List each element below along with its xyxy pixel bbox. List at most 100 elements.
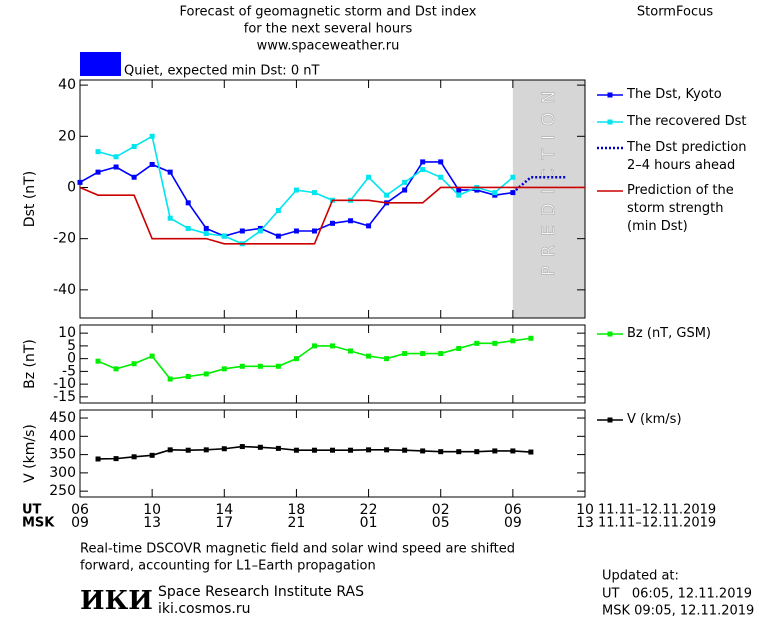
y-tick-label: 10 — [58, 325, 76, 341]
series-marker — [149, 452, 155, 458]
y-tick-label: -40 — [53, 282, 76, 298]
series-marker — [239, 444, 245, 450]
legend-marker — [607, 417, 613, 423]
legend-marker — [607, 119, 613, 125]
series-marker — [420, 167, 426, 173]
series-marker — [420, 159, 426, 165]
status-text: Quiet, expected min Dst: 0 nT — [124, 64, 319, 79]
series-marker — [311, 447, 317, 453]
series-line — [97, 135, 514, 245]
note: Real-time DSCOVR magnetic field and sola… — [80, 542, 515, 557]
series-marker — [221, 366, 227, 372]
series-marker — [167, 169, 173, 175]
y-axis-label: Bz (nT) — [22, 339, 38, 389]
x-tick-label: 10 — [143, 502, 161, 518]
x-tick-label-2: 13 — [576, 515, 594, 531]
series-marker — [402, 351, 408, 357]
status-indicator — [80, 52, 121, 76]
series-marker — [149, 133, 155, 139]
legend-label: The Dst, Kyoto — [627, 87, 722, 102]
series-marker — [221, 233, 227, 239]
x-tick-label-2: 01 — [360, 515, 378, 531]
series-marker — [420, 351, 426, 357]
y-tick-label: 250 — [49, 483, 76, 499]
series-marker — [167, 376, 173, 382]
date-range: 11.11–12.11.2019 — [598, 516, 716, 531]
series-marker — [456, 192, 462, 198]
series-marker — [113, 164, 119, 170]
legend-marker — [607, 92, 613, 98]
panel-frame — [79, 409, 586, 498]
x-tick-label-2: 21 — [288, 515, 306, 531]
y-tick-label: 0 — [67, 351, 76, 367]
series-marker — [131, 174, 137, 180]
series-marker — [293, 187, 299, 193]
prediction-label: PREDICTION — [539, 82, 559, 276]
note: forward, accounting for L1–Earth propaga… — [80, 559, 376, 574]
title: www.spaceweather.ru — [257, 39, 400, 54]
y-tick-label: -15 — [53, 389, 76, 405]
updated: UT 06:05, 12.11.2019 — [602, 587, 752, 602]
x-tick-label: 22 — [360, 502, 378, 518]
series-marker — [203, 447, 209, 453]
series-marker — [77, 179, 83, 185]
series-marker — [239, 228, 245, 234]
series-marker — [311, 343, 317, 349]
legend-label: Prediction of the storm strength (min Ds… — [627, 183, 734, 234]
series-marker — [366, 353, 372, 359]
x-tick-label: 06 — [71, 502, 89, 518]
series-marker — [474, 187, 480, 193]
series-marker — [348, 218, 354, 224]
x-axis-label: UT — [22, 503, 42, 518]
updated: MSK 09:05, 12.11.2019 — [602, 604, 754, 619]
series-marker — [402, 179, 408, 185]
prediction-region — [512, 80, 585, 318]
x-tick-label: 18 — [288, 502, 306, 518]
series-marker — [311, 228, 317, 234]
series-marker — [528, 449, 534, 455]
series-marker — [510, 338, 516, 344]
y-tick-label: -5 — [62, 363, 76, 379]
y-tick-label: 20 — [58, 128, 76, 144]
series-marker — [203, 371, 209, 377]
series-marker — [167, 215, 173, 221]
series-marker — [113, 154, 119, 160]
series-marker — [149, 161, 155, 167]
series-marker — [95, 149, 101, 155]
series-marker — [167, 447, 173, 453]
series-marker — [510, 174, 516, 180]
x-tick-label: 14 — [215, 502, 233, 518]
x-tick-label-2: 13 — [143, 515, 161, 531]
x-tick-label-2: 09 — [504, 515, 522, 531]
series-marker — [203, 225, 209, 231]
series-marker — [402, 447, 408, 453]
series-marker — [420, 448, 426, 454]
y-tick-label: 40 — [58, 77, 76, 93]
series-marker — [348, 447, 354, 453]
series-marker — [275, 445, 281, 451]
series-marker — [293, 356, 299, 362]
series-marker — [275, 363, 281, 369]
series-marker — [185, 373, 191, 379]
series-marker — [257, 228, 263, 234]
series-marker — [330, 447, 335, 453]
y-tick-label: 350 — [49, 447, 76, 463]
series-marker — [311, 190, 317, 196]
series-marker — [402, 187, 408, 193]
x-tick-label-2: 17 — [215, 515, 233, 531]
series-marker — [366, 447, 372, 453]
series-marker — [438, 174, 444, 180]
series-marker — [330, 343, 335, 349]
series-marker — [438, 351, 444, 357]
series-marker — [474, 449, 480, 455]
series-marker — [275, 208, 281, 214]
y-tick-label: -20 — [53, 231, 76, 247]
series-marker — [95, 456, 101, 462]
y-tick-label: 400 — [49, 428, 76, 444]
series-marker — [95, 169, 101, 175]
series-marker — [438, 159, 444, 165]
series-marker — [95, 358, 101, 364]
x-tick-label: 02 — [432, 502, 450, 518]
